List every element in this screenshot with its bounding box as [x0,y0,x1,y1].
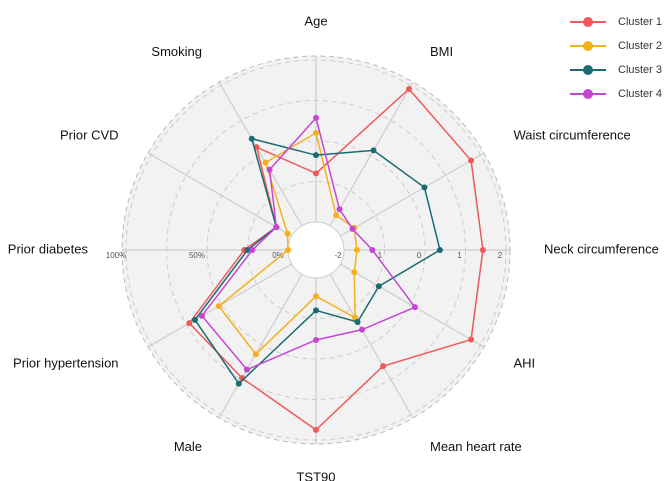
legend-label: Cluster 3 [618,64,662,76]
axis-label: Prior hypertension [13,355,119,370]
legend-marker [583,89,593,99]
data-point [248,135,255,142]
legend-marker [583,17,593,27]
legend-marker [583,41,593,51]
data-point [313,307,319,314]
data-point [349,225,356,232]
axis-label: Prior CVD [60,127,119,142]
z-tick-label: -1 [375,251,383,260]
data-point [351,269,358,276]
data-point [262,159,269,166]
data-point [468,157,475,164]
axis-label: Male [174,439,202,454]
axis-line [147,152,293,237]
pct-tick-label: 100% [106,251,126,260]
axis-label: TST90 [296,469,335,481]
data-point [479,247,486,253]
data-point [375,283,382,290]
data-point [244,247,251,253]
z-tick-label: -2 [334,251,342,260]
data-point [313,336,319,343]
data-point [313,152,319,159]
z-tick-label: 2 [498,251,503,260]
data-point [313,114,319,121]
data-point [313,170,319,177]
legend-marker [583,65,593,75]
legend-label: Cluster 4 [618,88,662,100]
data-point [198,312,205,319]
legend-label: Cluster 1 [618,16,662,28]
axis-label: Prior diabetes [8,241,89,256]
data-point [313,129,319,136]
data-point [411,304,418,311]
axis-label: Smoking [151,44,202,59]
data-point [336,206,343,213]
data-point [333,212,340,219]
data-point [215,303,222,310]
axis-line [339,152,485,237]
z-tick-label: 0 [417,251,422,260]
data-point [369,247,376,253]
data-point [421,184,428,191]
grid-circle [287,221,345,279]
data-point [313,426,319,433]
axis-line [218,81,303,227]
data-point [405,85,412,92]
axis-line [218,273,303,419]
data-point [285,247,291,253]
data-point [353,247,360,253]
data-point [354,318,361,325]
data-point [243,366,250,373]
axis-label: Neck circumference [544,241,659,256]
data-point [249,247,256,253]
pct-tick-label: 0% [272,251,284,260]
data-point [191,316,198,323]
data-point [186,320,193,327]
data-point [468,336,475,343]
data-point [235,380,242,387]
data-point [380,363,387,370]
data-point [266,166,273,173]
axis-label: Age [304,13,327,28]
data-point [252,351,259,358]
data-point [370,147,377,154]
pct-tick-label: 50% [189,251,205,260]
legend-label: Cluster 2 [618,40,662,52]
data-point [436,247,443,253]
axis-line [329,273,414,419]
data-point [313,293,319,300]
data-point [273,224,280,231]
data-point [284,230,291,237]
axis-line [339,263,485,348]
axis-line [329,81,414,227]
z-tick-label: 1 [457,251,462,260]
axis-label: Mean heart rate [430,439,522,454]
axis-label: AHI [513,355,535,370]
data-point [358,326,365,333]
axis-label: BMI [430,44,453,59]
axis-label: Waist circumference [513,127,630,142]
